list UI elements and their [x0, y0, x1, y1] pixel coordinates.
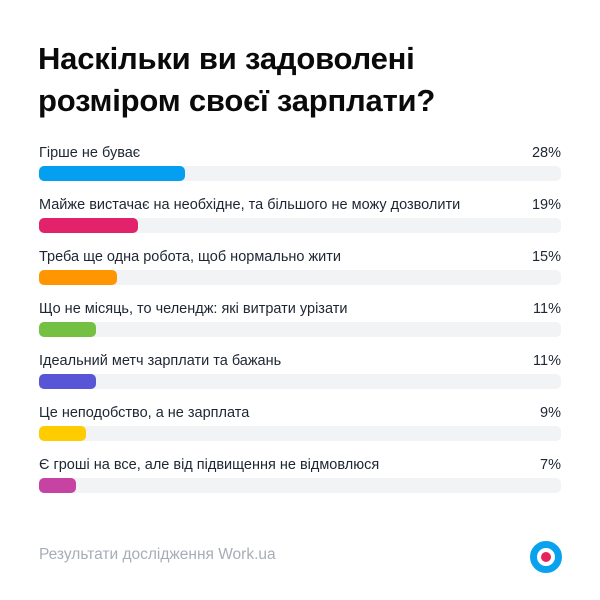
bar-fill: [39, 478, 76, 493]
bar-fill: [39, 218, 139, 233]
bar-label: Треба ще одна робота, щоб нормально жити: [39, 249, 342, 265]
bar-fill: [39, 374, 97, 389]
chart-title: Наскільки ви задоволені розміром своєї з…: [38, 38, 568, 122]
bar-row: Треба ще одна робота, щоб нормально жити…: [39, 247, 561, 299]
bar-track: [39, 166, 561, 181]
bar-row: Що не місяць, то челендж: які витрати ур…: [39, 299, 561, 351]
bar-percent: 19%: [531, 197, 561, 213]
bar-percent: 11%: [533, 301, 561, 317]
chart-title-line-1: Наскільки ви задоволені: [38, 41, 415, 76]
bar-fill: [39, 322, 97, 337]
bar-fill: [39, 426, 86, 441]
bar-label: Ідеальний метч зарплати та бажань: [39, 353, 282, 369]
bar-list: Гірше не буває 28% Майже вистачає на нео…: [39, 143, 561, 507]
bar-row: Майже вистачає на необхідне, та більшого…: [39, 195, 561, 247]
bar-track: [39, 374, 561, 389]
chart-title-line-2: розміром своєї зарплати?: [38, 83, 436, 118]
bar-percent: 28%: [531, 145, 561, 161]
bar-percent: 9%: [540, 405, 561, 421]
bar-fill: [39, 166, 186, 181]
bar-row: Гірше не буває 28%: [39, 143, 561, 195]
bar-track: [39, 322, 561, 337]
workua-logo-icon: [530, 541, 562, 573]
bar-label: Майже вистачає на необхідне, та більшого…: [39, 197, 461, 213]
bar-track: [39, 426, 561, 441]
bar-label: Гірше не буває: [39, 145, 141, 161]
bar-label: Є гроші на все, але від підвищення не ві…: [39, 457, 380, 473]
source-caption: Результати дослідження Work.ua: [39, 546, 276, 563]
bar-track: [39, 270, 561, 285]
bar-percent: 15%: [531, 249, 561, 265]
bar-fill: [39, 270, 118, 285]
bar-row: Ідеальний метч зарплати та бажань 11%: [39, 351, 561, 403]
bar-row: Це неподобство, а не зарплата 9%: [39, 403, 561, 455]
bar-track: [39, 218, 561, 233]
bar-label: Що не місяць, то челендж: які витрати ур…: [39, 301, 348, 317]
bar-label: Це неподобство, а не зарплата: [39, 405, 250, 421]
bar-row: Є гроші на все, але від підвищення не ві…: [39, 455, 561, 507]
bar-track: [39, 478, 561, 493]
bar-percent: 11%: [533, 353, 561, 369]
logo-dot-icon: [541, 552, 551, 562]
bar-percent: 7%: [540, 457, 561, 473]
